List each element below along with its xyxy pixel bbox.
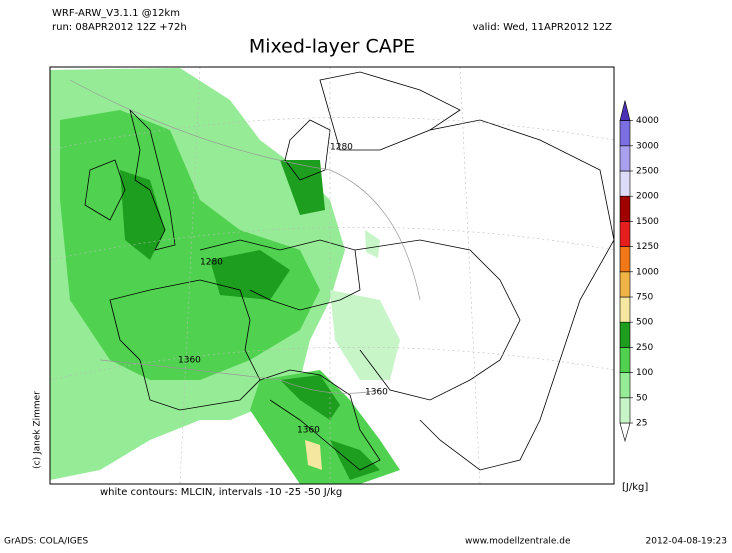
colorbar-segment [619, 145, 631, 172]
colorbar-label: 4000 [636, 116, 659, 126]
cape-area [330, 230, 400, 380]
cape-area [120, 160, 325, 300]
borders [84, 71, 614, 471]
copyright: (c) Janek Zimmer [33, 391, 43, 469]
run-label: run: 08APR2012 12Z +72h [52, 22, 187, 33]
colorbar-label: 500 [636, 318, 653, 328]
colorbar-segment [619, 372, 631, 399]
footer-timestamp: 2012-04-08-19:23 [646, 537, 728, 547]
contour-label: 1280 [200, 258, 223, 268]
colorbar-segment [619, 296, 631, 323]
colorbar-segment [619, 170, 631, 197]
map: 1280 1280 1360 1360 1360 [49, 66, 615, 485]
colorbar-label: 750 [636, 293, 653, 303]
colorbar-label: 1500 [636, 217, 659, 227]
contour-label: 1360 [178, 356, 201, 366]
footer-software: GrADS: COLA/IGES [4, 537, 88, 547]
footer-site: www.modellzentrale.de [465, 537, 571, 547]
colorbar-unit: [J/kg] [622, 482, 648, 493]
colorbar-end [619, 100, 631, 121]
contours [69, 79, 421, 394]
colorbar-label: 50 [636, 393, 648, 403]
colorbar-segment [619, 321, 631, 348]
colorbar-label: 2000 [636, 192, 659, 202]
map-frame [49, 66, 615, 485]
contour-label: 1360 [297, 426, 320, 436]
colorbar-label: 3000 [636, 141, 659, 151]
colorbar-label: 2500 [636, 167, 659, 177]
title: Mixed-layer CAPE [249, 36, 415, 58]
note: white contours: MLCIN, intervals -10 -25… [100, 487, 342, 498]
contour-label: 1360 [365, 388, 388, 398]
colorbar-label: 100 [636, 368, 653, 378]
colorbar-label: 1000 [636, 267, 659, 277]
colorbar-segment [619, 397, 631, 424]
colorbar-segment [619, 246, 631, 273]
colorbar-segment [619, 120, 631, 147]
colorbar-segment [619, 195, 631, 222]
model-label: WRF-ARW_V3.1.1 @12km [52, 8, 180, 19]
valid-label: valid: Wed, 11APR2012 12Z [473, 22, 613, 33]
cape-area [280, 375, 380, 480]
colorbar-segment [619, 347, 631, 373]
contour-label: 1280 [330, 143, 353, 153]
cape-area [305, 440, 322, 470]
colorbar-segment [619, 221, 631, 247]
colorbar-segment [619, 271, 631, 298]
colorbar-label: 250 [636, 343, 653, 353]
colorbar: 25 50 100 250 500 750 1000 1250 1500 2000 2500 3000… [619, 100, 659, 443]
colorbar-label: 25 [636, 419, 647, 429]
colorbar-label: 1250 [636, 242, 659, 252]
